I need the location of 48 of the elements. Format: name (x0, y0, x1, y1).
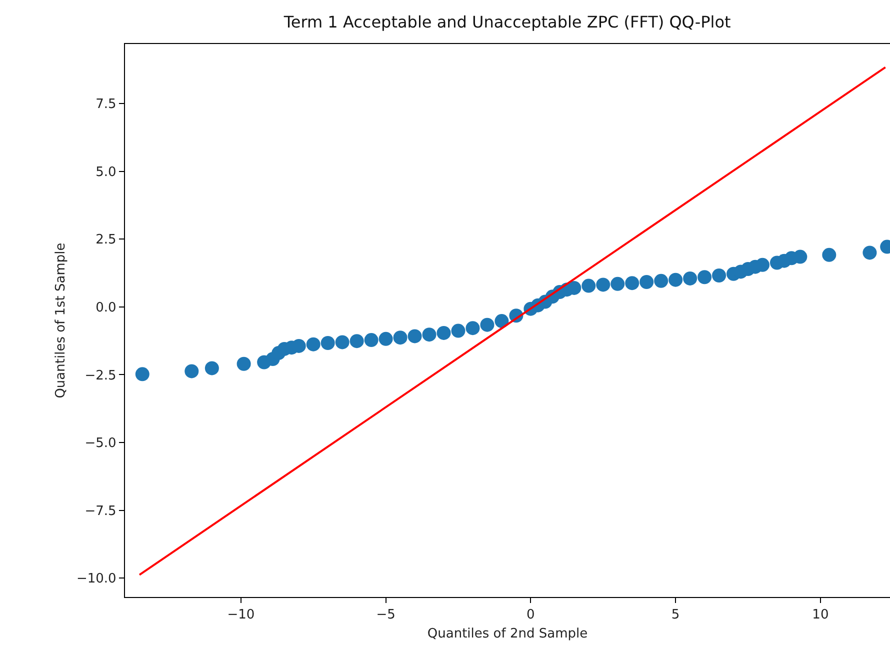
point (204, 361, 219, 376)
point (422, 328, 436, 342)
x-tick-label: −5 (376, 608, 396, 623)
y-tick-label: 0.0 (96, 300, 116, 316)
point (712, 268, 726, 282)
point (625, 276, 640, 290)
chart-title: Term 1 Acceptable and Unacceptable ZPC (FFT) QQ-Plot (282, 12, 731, 32)
point (698, 270, 712, 284)
y-tick-label: 2.5 (96, 232, 116, 248)
y-tick-label: −2.5 (84, 368, 116, 384)
point (494, 314, 509, 328)
point (862, 246, 877, 260)
point (184, 364, 199, 378)
point (320, 336, 335, 350)
y-tick-label: −10.0 (76, 572, 116, 587)
point (466, 321, 480, 336)
point (364, 333, 378, 348)
point (236, 356, 251, 371)
point (408, 329, 422, 344)
point (640, 275, 654, 290)
y-axis-title: Quantiles of 1st Sample (53, 242, 68, 398)
y-tick-label: 5.0 (96, 164, 116, 180)
x-tick-label: 0 (526, 608, 535, 623)
y-tick-label: 7.5 (96, 97, 116, 112)
point (393, 330, 408, 345)
x-axis-title: Quantiles of 2nd Sample (427, 626, 588, 642)
point (436, 326, 451, 340)
point (135, 367, 150, 382)
point (596, 278, 610, 292)
point (610, 276, 625, 291)
point (822, 248, 836, 262)
point (350, 334, 364, 348)
y-tick-label: −5.0 (84, 436, 116, 452)
point (756, 258, 770, 272)
y-tick-label: −7.5 (84, 504, 116, 519)
point (793, 250, 808, 264)
point (654, 274, 668, 288)
point (378, 332, 393, 346)
point (668, 272, 683, 287)
x-tick-label: 10 (812, 608, 829, 623)
point (335, 335, 350, 350)
point (683, 271, 698, 286)
point (451, 324, 466, 338)
x-tick-label: −10 (227, 608, 255, 623)
x-tick-label: 5 (671, 608, 680, 623)
point (306, 337, 320, 352)
point (582, 278, 596, 293)
point (480, 318, 494, 332)
